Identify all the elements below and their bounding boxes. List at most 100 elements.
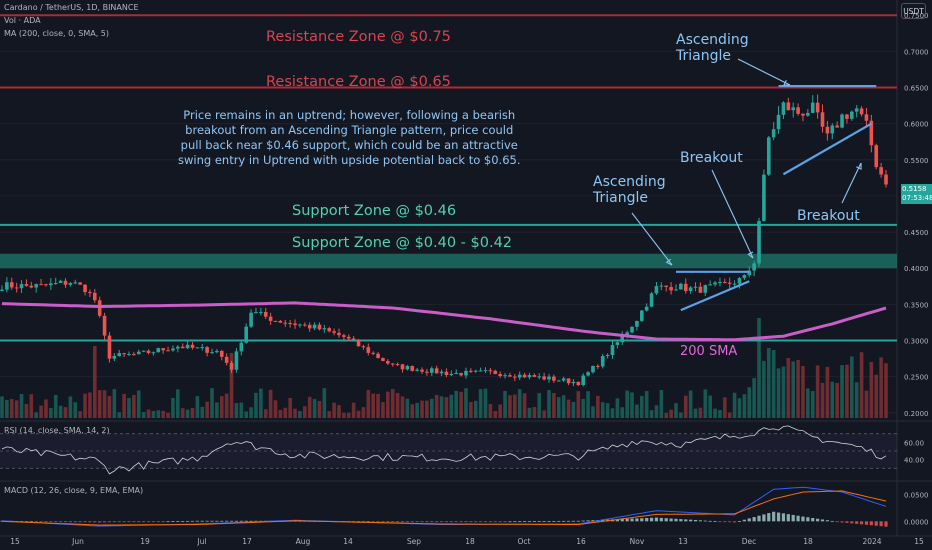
macd-histogram-bar bbox=[24, 521, 29, 522]
candle-body bbox=[683, 283, 688, 292]
candle-body bbox=[830, 125, 835, 134]
macd-histogram-bar bbox=[547, 521, 551, 522]
time-tick-label: 19 bbox=[140, 537, 150, 546]
macd-histogram-bar bbox=[93, 521, 97, 523]
candle-body bbox=[224, 356, 229, 363]
volume-bar bbox=[312, 399, 317, 418]
macd-histogram-bar bbox=[679, 519, 683, 522]
macd-histogram-bar bbox=[571, 520, 576, 522]
candle-body bbox=[239, 342, 244, 352]
volume-bar bbox=[591, 406, 595, 418]
volume-bar bbox=[161, 410, 165, 418]
price-tick-label: 0.7000 bbox=[904, 48, 929, 56]
volume-bar bbox=[654, 405, 659, 418]
volume-bar bbox=[215, 402, 219, 418]
candle-body bbox=[732, 283, 737, 285]
volume-bar bbox=[478, 389, 483, 418]
macd-histogram-bar bbox=[166, 521, 170, 523]
macd-histogram-bar bbox=[874, 521, 878, 526]
macd-histogram-bar bbox=[112, 521, 116, 523]
candle-body bbox=[449, 373, 454, 376]
time-tick-label: 15 bbox=[914, 537, 924, 546]
macd-histogram-bar bbox=[420, 521, 424, 523]
candle-body bbox=[810, 102, 815, 113]
volume-bar bbox=[683, 395, 688, 418]
candle-body bbox=[473, 370, 478, 372]
candle-body bbox=[166, 350, 170, 352]
macd-histogram-bar bbox=[454, 521, 458, 523]
macd-histogram-bar bbox=[142, 521, 146, 523]
ascending-triangle-mid-label: Ascending Triangle bbox=[593, 174, 666, 206]
volume-bar bbox=[78, 411, 82, 418]
macd-histogram-bar bbox=[220, 520, 224, 522]
candle-body bbox=[649, 293, 654, 307]
candle-body bbox=[58, 280, 63, 283]
volume-bar bbox=[176, 389, 180, 418]
candle-body bbox=[24, 284, 29, 286]
last-price-tag: 0.5158 07:53:48 bbox=[901, 184, 932, 204]
volume-bar bbox=[102, 390, 107, 418]
macd-histogram-bar bbox=[469, 521, 473, 523]
currency-unit-button[interactable]: USDT bbox=[901, 3, 926, 19]
volume-bar bbox=[586, 391, 590, 418]
candle-body bbox=[781, 102, 786, 115]
time-tick-label: 15 bbox=[10, 537, 20, 546]
time-tick-label: 2024 bbox=[862, 537, 881, 546]
candle-body bbox=[766, 137, 771, 175]
macd-histogram-bar bbox=[59, 521, 63, 523]
volume-bar bbox=[742, 394, 747, 418]
candle-body bbox=[127, 354, 131, 356]
candle-body bbox=[737, 278, 742, 284]
volume-bar bbox=[879, 357, 883, 418]
macd-histogram-bar bbox=[869, 521, 873, 526]
volume-bar bbox=[571, 401, 576, 418]
time-tick-label: Nov bbox=[630, 537, 645, 546]
candle-body bbox=[508, 375, 512, 377]
macd-histogram-bar bbox=[508, 521, 512, 523]
candle-body bbox=[132, 354, 136, 356]
volume-bar bbox=[122, 393, 126, 418]
macd-histogram-bar bbox=[171, 521, 175, 522]
macd-histogram-bar bbox=[156, 521, 160, 523]
macd-histogram-bar bbox=[210, 520, 214, 522]
volume-bar bbox=[674, 403, 678, 418]
volume-bar bbox=[561, 395, 566, 418]
macd-histogram-bar bbox=[132, 521, 136, 523]
macd-histogram-bar bbox=[400, 521, 405, 523]
volume-bar bbox=[332, 402, 336, 418]
macd-histogram-bar bbox=[762, 514, 766, 522]
volume-bar bbox=[517, 389, 522, 418]
resistance-075-label: Resistance Zone @ $0.75 bbox=[266, 29, 451, 45]
macd-histogram-bar bbox=[581, 520, 585, 522]
macd-histogram-bar bbox=[483, 521, 488, 523]
volume-bar bbox=[757, 318, 761, 418]
candle-body bbox=[92, 292, 97, 301]
candle-body bbox=[635, 320, 639, 327]
candle-body bbox=[395, 364, 400, 366]
candle-body bbox=[73, 282, 78, 284]
candle-body bbox=[806, 112, 810, 116]
volume-bar bbox=[596, 395, 600, 418]
candle-body bbox=[630, 326, 634, 333]
macd-signal-line bbox=[1, 490, 887, 526]
macd-histogram-bar bbox=[830, 520, 834, 522]
volume-bar bbox=[34, 412, 38, 418]
candle-body bbox=[400, 364, 405, 370]
volume-bar bbox=[542, 410, 546, 418]
macd-tick-label: 0.0000 bbox=[904, 518, 929, 526]
macd-histogram-bar bbox=[620, 519, 624, 522]
volume-bar bbox=[132, 394, 136, 418]
candle-body bbox=[337, 332, 341, 336]
candle-body bbox=[840, 114, 844, 128]
candle-body bbox=[429, 368, 434, 373]
macd-histogram-bar bbox=[625, 518, 629, 522]
macd-histogram-bar bbox=[850, 521, 854, 524]
macd-histogram-bar bbox=[562, 520, 566, 522]
volume-bar bbox=[635, 404, 639, 418]
macd-histogram-bar bbox=[176, 521, 180, 522]
candle-body bbox=[586, 372, 590, 376]
volume-bar bbox=[259, 388, 263, 418]
macd-histogram-bar bbox=[689, 519, 693, 522]
